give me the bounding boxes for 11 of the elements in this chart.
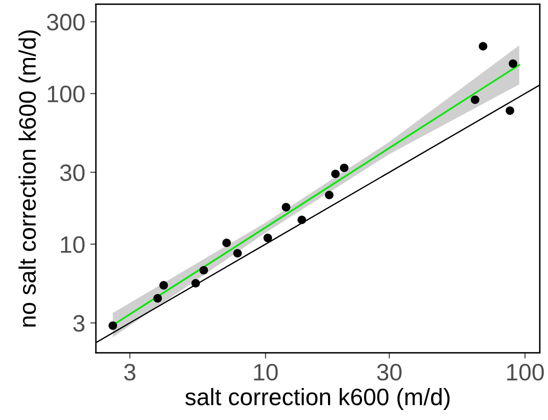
y-tick-label: 10 bbox=[61, 236, 85, 253]
y-tick-label: 3 bbox=[73, 314, 84, 332]
x-axis-title: salt correction k600 (m/d) bbox=[185, 388, 450, 410]
x-tick-label: 30 bbox=[377, 364, 402, 381]
x-tick-label: 100 bbox=[507, 364, 544, 381]
y-tick-label: 100 bbox=[48, 86, 85, 102]
x-tick-label: 10 bbox=[254, 364, 278, 381]
y-tick-label: 30 bbox=[60, 164, 85, 182]
x-tick-label: 3 bbox=[124, 364, 136, 381]
y-axis-title: no salt correction k600 (m/d) bbox=[18, 30, 41, 327]
y-tick-label: 300 bbox=[46, 14, 85, 30]
